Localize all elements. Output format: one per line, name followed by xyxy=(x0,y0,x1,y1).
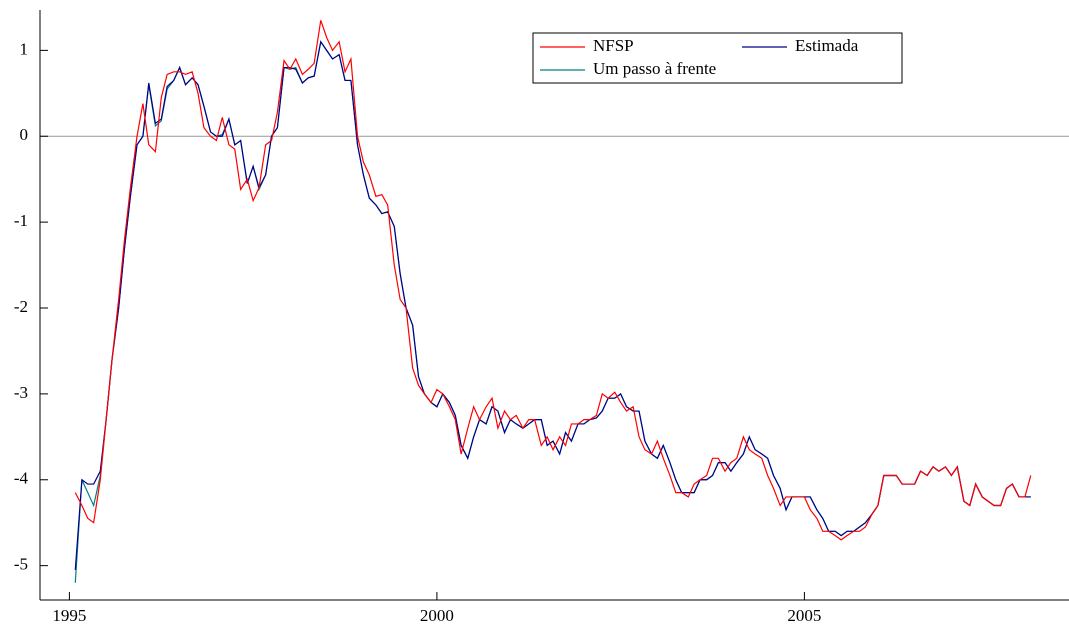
series-line xyxy=(74,40,1031,583)
y-tick-label: -5 xyxy=(14,555,28,574)
legend-label: Estimada xyxy=(795,36,859,55)
y-tick-label: 0 xyxy=(20,125,29,144)
legend: NFSP Estimada Um passo à frente xyxy=(532,32,903,84)
x-tick-label: 2000 xyxy=(420,606,454,625)
x-tick-label: 2005 xyxy=(787,606,821,625)
y-tick-label: -3 xyxy=(14,383,28,402)
y-tick-label: -1 xyxy=(14,211,28,230)
legend-label: NFSP xyxy=(593,36,634,55)
legend-label: Um passo à frente xyxy=(593,59,716,78)
x-tick-label: 1995 xyxy=(52,606,86,625)
y-tick-label: -2 xyxy=(14,297,28,316)
legend-box xyxy=(532,32,903,84)
series-line xyxy=(74,20,1032,541)
y-tick-label: -4 xyxy=(14,469,29,488)
y-tick-label: 1 xyxy=(20,39,29,58)
series-line xyxy=(74,40,1031,570)
